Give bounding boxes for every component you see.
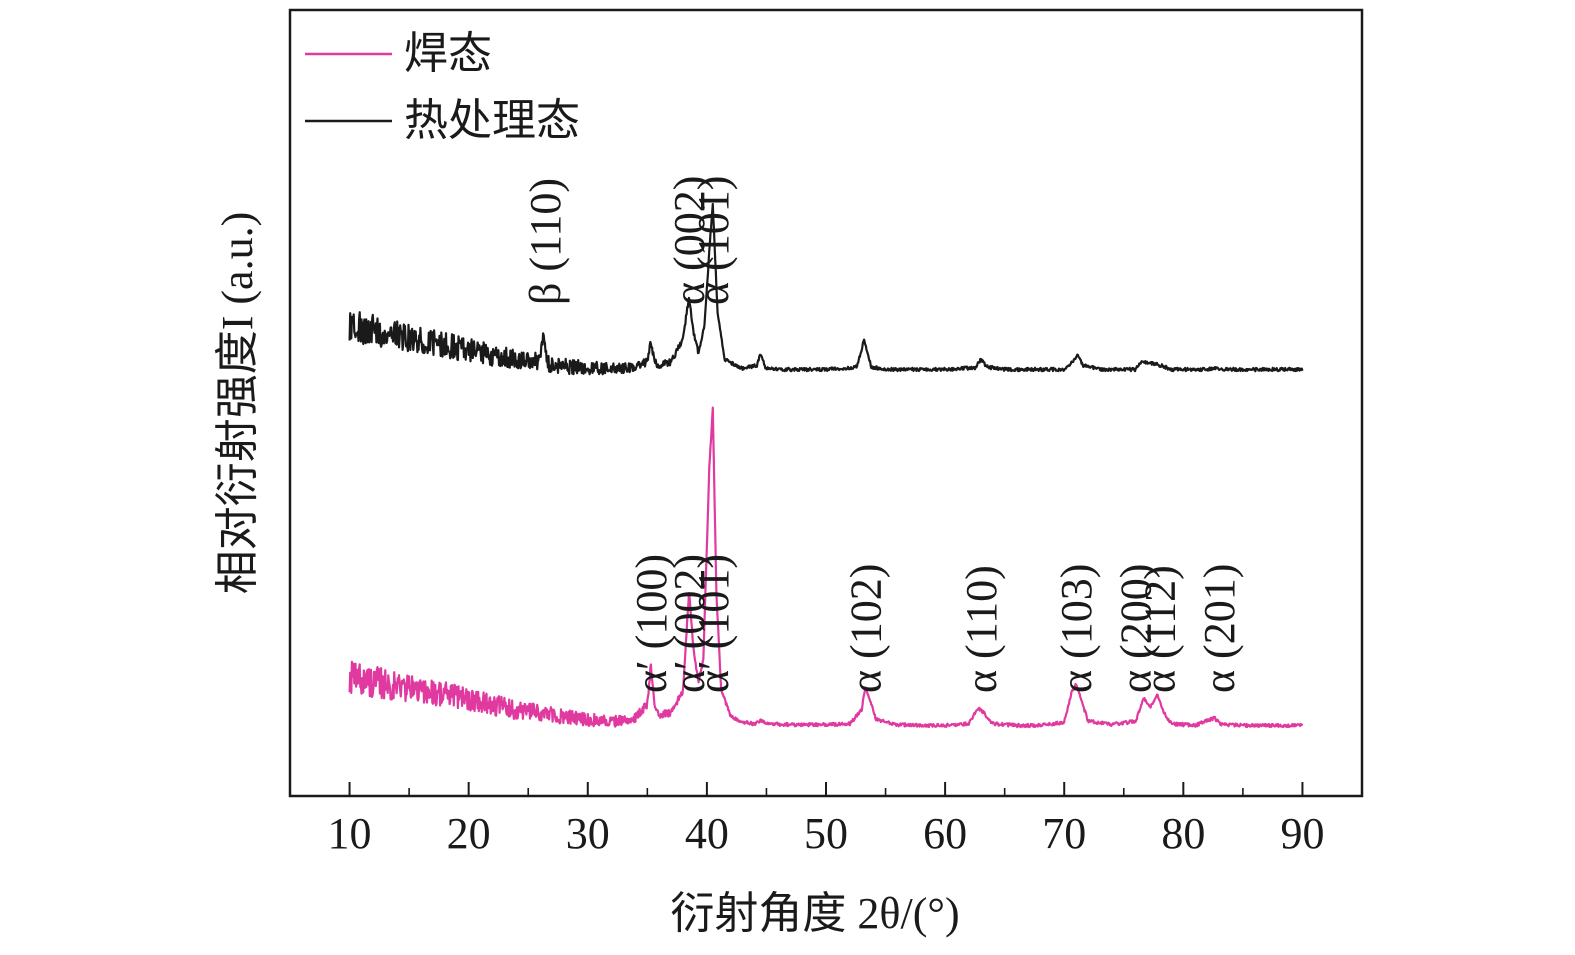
x-tick-label: 80	[1161, 809, 1205, 858]
legend-label-welded: 焊态	[404, 29, 492, 78]
series-line	[348, 202, 1304, 376]
peak-label: α′ (002)	[665, 554, 714, 693]
peak-label: α (102)	[841, 564, 890, 693]
peak-label: α′ (100)	[627, 554, 676, 693]
x-tick-label: 60	[923, 809, 967, 858]
peak-label: α (103)	[1052, 564, 1101, 693]
peak-label: α (002)	[665, 176, 714, 305]
peak-label: α′ (101)	[689, 554, 738, 693]
series-layer	[348, 202, 1304, 729]
x-tick-label: 50	[804, 809, 848, 858]
x-axis-ticks: 10 20 30 40 50 60 70 80 90	[289, 782, 1363, 858]
x-tick-label: 30	[566, 809, 610, 858]
peak-label: α (112)	[1136, 565, 1185, 693]
x-tick-label: 20	[447, 809, 491, 858]
legend-label-heat-treated: 热处理态	[404, 96, 580, 145]
peak-label: α (200)	[1112, 564, 1161, 693]
peak-label: α (110)	[957, 565, 1006, 693]
peak-label: α (101)	[689, 176, 738, 305]
x-tick-label: 10	[328, 809, 372, 858]
x-tick-label: 90	[1280, 809, 1324, 858]
y-axis-label: 相对衍射强度I (a.u.)	[213, 212, 262, 595]
peak-annotations: β (110) α (002)α (101) α′ (100)α′ (002)α′ …	[521, 176, 1244, 693]
series-line	[348, 406, 1304, 729]
x-axis-label: 衍射角度 2θ/(°)	[670, 889, 959, 938]
x-tick-label: 40	[685, 809, 729, 858]
peak-label: β (110)	[521, 178, 570, 305]
x-tick-label: 70	[1042, 809, 1086, 858]
legend: 焊态 热处理态	[305, 29, 580, 145]
peak-label: α (201)	[1195, 564, 1244, 693]
